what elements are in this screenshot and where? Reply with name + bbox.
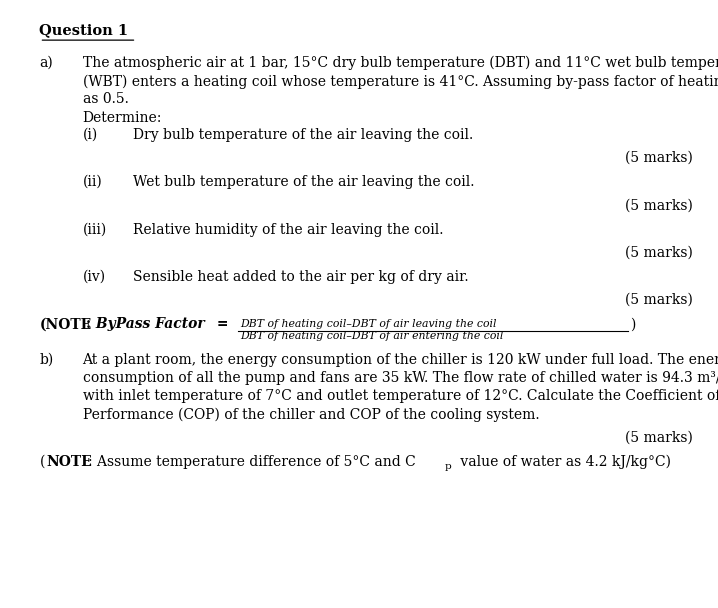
Text: Determine:: Determine: xyxy=(83,111,162,125)
Text: (iii): (iii) xyxy=(83,223,107,237)
Text: =: = xyxy=(212,317,228,331)
Text: (5 marks): (5 marks) xyxy=(625,198,693,212)
Text: as 0.5.: as 0.5. xyxy=(83,92,129,106)
Text: b): b) xyxy=(39,353,54,367)
Text: (WBT) enters a heating coil whose temperature is 41°C. Assuming by-pass factor o: (WBT) enters a heating coil whose temper… xyxy=(83,74,718,89)
Text: Wet bulb temperature of the air leaving the coil.: Wet bulb temperature of the air leaving … xyxy=(133,175,475,189)
Text: (: ( xyxy=(39,455,45,469)
Text: : Assume temperature difference of 5°C and C: : Assume temperature difference of 5°C a… xyxy=(88,455,415,469)
Text: Question 1: Question 1 xyxy=(39,23,129,37)
Text: Dry bulb temperature of the air leaving the coil.: Dry bulb temperature of the air leaving … xyxy=(133,128,473,142)
Text: (ii): (ii) xyxy=(83,175,103,189)
Text: NOTE: NOTE xyxy=(47,455,93,469)
Text: p: p xyxy=(444,462,451,471)
Text: value of water as 4.2 kJ/kg°C): value of water as 4.2 kJ/kg°C) xyxy=(456,455,671,469)
Text: (5 marks): (5 marks) xyxy=(625,151,693,165)
Text: ): ) xyxy=(630,317,635,331)
Text: Sensible heat added to the air per kg of dry air.: Sensible heat added to the air per kg of… xyxy=(133,270,468,284)
Text: with inlet temperature of 7°C and outlet temperature of 12°C. Calculate the Coef: with inlet temperature of 7°C and outlet… xyxy=(83,389,718,403)
Text: (NOTE: (NOTE xyxy=(39,317,92,331)
Text: Performance (COP) of the chiller and COP of the cooling system.: Performance (COP) of the chiller and COP… xyxy=(83,407,539,422)
Text: DBT of heating coil–DBT of air leaving the coil: DBT of heating coil–DBT of air leaving t… xyxy=(241,319,497,329)
Text: (5 marks): (5 marks) xyxy=(625,430,693,444)
Text: DBT of heating coil–DBT of air entering the coil: DBT of heating coil–DBT of air entering … xyxy=(241,331,504,341)
Text: (iv): (iv) xyxy=(83,270,106,284)
Text: (i): (i) xyxy=(83,128,98,142)
Text: At a plant room, the energy consumption of the chiller is 120 kW under full load: At a plant room, the energy consumption … xyxy=(83,353,718,367)
Text: (5 marks): (5 marks) xyxy=(625,246,693,260)
Text: :: : xyxy=(86,317,91,331)
Text: ByPass Factor: ByPass Factor xyxy=(91,317,205,331)
Text: consumption of all the pump and fans are 35 kW. The flow rate of chilled water i: consumption of all the pump and fans are… xyxy=(83,371,718,385)
Text: a): a) xyxy=(39,56,53,70)
Text: (5 marks): (5 marks) xyxy=(625,293,693,307)
Text: The atmospheric air at 1 bar, 15°C dry bulb temperature (DBT) and 11°C wet bulb : The atmospheric air at 1 bar, 15°C dry b… xyxy=(83,56,718,71)
Text: Relative humidity of the air leaving the coil.: Relative humidity of the air leaving the… xyxy=(133,223,443,237)
